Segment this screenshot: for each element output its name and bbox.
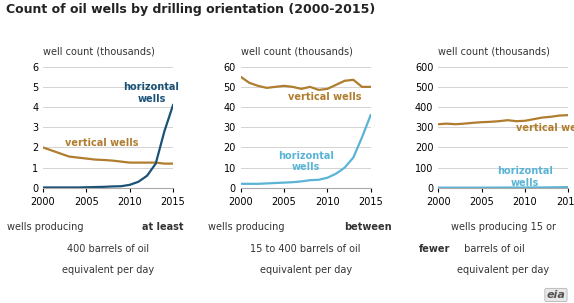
Text: well count (thousands): well count (thousands): [241, 47, 352, 57]
Text: between: between: [344, 222, 391, 232]
Text: horizontal
wells: horizontal wells: [497, 166, 553, 188]
Text: 15 to 400 barrels of oil: 15 to 400 barrels of oil: [250, 244, 361, 254]
Text: vertical wells: vertical wells: [65, 138, 138, 148]
Text: eia: eia: [546, 290, 565, 300]
Text: horizontal
wells: horizontal wells: [278, 151, 333, 172]
Text: fewer: fewer: [419, 244, 450, 254]
Text: wells producing: wells producing: [7, 222, 86, 232]
Text: Count of oil wells by drilling orientation (2000-2015): Count of oil wells by drilling orientati…: [6, 3, 375, 16]
Text: equivalent per day: equivalent per day: [259, 265, 352, 275]
Text: horizontal
wells: horizontal wells: [123, 82, 179, 104]
Text: at least: at least: [142, 222, 183, 232]
Text: 400 barrels of oil: 400 barrels of oil: [67, 244, 149, 254]
Text: equivalent per day: equivalent per day: [457, 265, 549, 275]
Text: vertical wells: vertical wells: [516, 123, 574, 133]
Text: wells producing: wells producing: [208, 222, 288, 232]
Text: barrels of oil: barrels of oil: [461, 244, 525, 254]
Text: vertical wells: vertical wells: [288, 92, 362, 102]
Text: well count (thousands): well count (thousands): [43, 47, 155, 57]
Text: equivalent per day: equivalent per day: [62, 265, 154, 275]
Text: wells producing 15 or: wells producing 15 or: [451, 222, 556, 232]
Text: well count (thousands): well count (thousands): [439, 47, 550, 57]
